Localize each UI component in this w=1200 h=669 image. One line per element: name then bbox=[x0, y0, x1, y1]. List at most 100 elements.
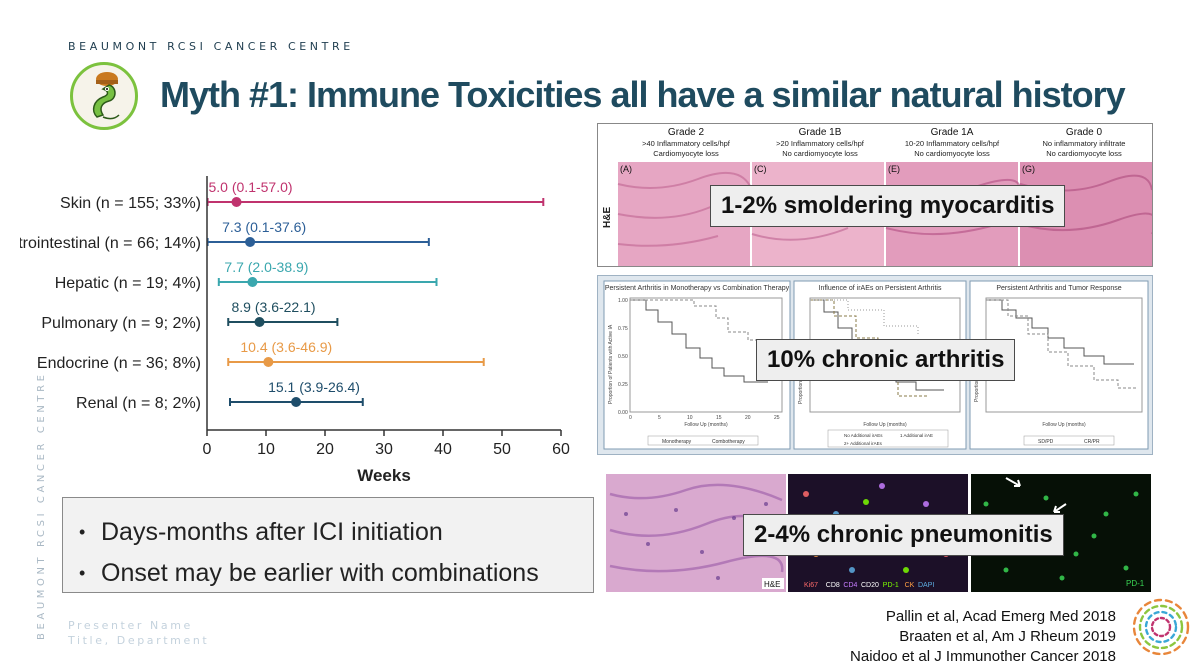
row-label: Pulmonary (n = 9; 2%) bbox=[41, 315, 201, 332]
ihc-marker-label: CK bbox=[905, 582, 915, 589]
he-side-label: H&E bbox=[602, 207, 613, 228]
panel-letter: (A) bbox=[620, 164, 632, 174]
bullet-text: Onset may be earlier with combinations bbox=[101, 559, 539, 587]
forest-plot: Skin (n = 155; 33%) 5.0 (0.1-57.0) Gastroi… bbox=[20, 176, 570, 485]
km-y-label: Proportion of Patients with Active IA bbox=[608, 324, 614, 404]
median-ci-label: 15.1 (3.9-26.4) bbox=[268, 379, 360, 395]
y-tick-label: 0.75 bbox=[618, 326, 628, 332]
km-x-label: Follow Up (months) bbox=[1042, 422, 1086, 428]
row-label: Hepatic (n = 19; 4%) bbox=[55, 275, 201, 292]
y-tick-label: 0.25 bbox=[618, 382, 628, 388]
bullet-item: • Days-months after ICI initiation bbox=[79, 518, 443, 546]
legend-entry: CR/PR bbox=[1084, 439, 1100, 445]
ihc-marker-label: DAPI bbox=[918, 582, 934, 589]
km-plot-title: Persistent Arthritis and Tumor Response bbox=[996, 285, 1121, 292]
legend-entry: 2+ Additional irAEs bbox=[844, 441, 883, 446]
references: Pallin et al, Acad Emerg Med 2018 Braate… bbox=[850, 607, 1116, 667]
median-point bbox=[263, 357, 274, 367]
grade-title: Grade 1A bbox=[931, 127, 974, 138]
grade-desc: 10-20 Inflammatory cells/hpf bbox=[905, 139, 1000, 148]
legend-entry: 1 Additional irAE bbox=[900, 433, 933, 438]
key-points-box: • Days-months after ICI initiation • Onset… bbox=[62, 497, 594, 593]
median-point bbox=[247, 277, 258, 287]
forest-row: Skin (n = 155; 33%) 5.0 (0.1-57.0) bbox=[60, 179, 545, 212]
median-point bbox=[291, 397, 302, 407]
x-tick-label: 10 bbox=[257, 441, 275, 458]
grade-column: Grade 1B >20 Inflammatory cells/hpf No c… bbox=[776, 127, 865, 158]
grade-title: Grade 0 bbox=[1066, 127, 1103, 138]
legend-entry: Monotherapy bbox=[662, 439, 692, 445]
arrow-icon bbox=[1005, 477, 1021, 487]
median-ci-label: 7.3 (0.1-37.6) bbox=[222, 219, 306, 235]
x-tick-label: 40 bbox=[434, 441, 452, 458]
reference-item: Naidoo et al J Immunother Cancer 2018 bbox=[850, 648, 1116, 665]
x-tick-label: 20 bbox=[745, 415, 751, 421]
grade-desc: Cardiomyocyte loss bbox=[653, 149, 719, 158]
ihc-marker-label: PD-1 bbox=[883, 582, 899, 589]
forest-row: Endocrine (n = 36; 8%) 10.4 (3.6-46.9) bbox=[37, 339, 485, 372]
x-tick-label: 20 bbox=[316, 441, 334, 458]
ihc-marker-label: CD20 bbox=[861, 582, 879, 589]
y-tick-label: 0.00 bbox=[618, 410, 628, 416]
grade-column: Grade 1A 10-20 Inflammatory cells/hpf No… bbox=[905, 127, 1000, 158]
grade-desc: No cardiomyocyte loss bbox=[1046, 149, 1122, 158]
grade-title: Grade 1B bbox=[799, 127, 842, 138]
snake-mascot-logo bbox=[70, 62, 138, 130]
grade-title: Grade 2 bbox=[668, 127, 705, 138]
ihc-marker-label: CD4 bbox=[843, 582, 857, 589]
row-label: Renal (n = 8; 2%) bbox=[76, 395, 201, 412]
forest-row: Gastrointestinal (n = 66; 14%) 7.3 (0.1-3… bbox=[20, 219, 430, 252]
x-tick-label: 30 bbox=[375, 441, 393, 458]
reference-item: Pallin et al, Acad Emerg Med 2018 bbox=[885, 608, 1116, 625]
panel-letter: (G) bbox=[1022, 164, 1035, 174]
reference-item: Braaten et al, Am J Rheum 2019 bbox=[899, 628, 1116, 645]
forest-row: Hepatic (n = 19; 4%) 7.7 (2.0-38.9) bbox=[55, 259, 438, 292]
y-tick-label: 0.50 bbox=[618, 354, 628, 360]
km-x-label: Follow Up (months) bbox=[684, 422, 728, 428]
cancer-centre-swirl-logo bbox=[1132, 598, 1190, 656]
median-point bbox=[254, 317, 265, 327]
forest-row: Pulmonary (n = 9; 2%) 8.9 (3.6-22.1) bbox=[41, 299, 339, 332]
median-point bbox=[231, 197, 242, 207]
median-ci-label: 10.4 (3.6-46.9) bbox=[240, 339, 332, 355]
presenter-info: Presenter Name Title, Department bbox=[68, 618, 209, 648]
x-tick-label: 60 bbox=[552, 441, 570, 458]
arthritis-callout: 10% chronic arthritis bbox=[756, 339, 1016, 381]
km-y-ticks: 1.00 0.75 0.50 0.25 0.00 bbox=[618, 298, 628, 416]
arrow-icon bbox=[1053, 503, 1067, 513]
he-label: H&E bbox=[764, 580, 780, 589]
row-label: Endocrine (n = 36; 8%) bbox=[37, 355, 201, 372]
bullet-text: Days-months after ICI initiation bbox=[101, 518, 443, 546]
slide-title: Myth #1: Immune Toxicities all have a si… bbox=[160, 74, 1126, 115]
median-ci-label: 5.0 (0.1-57.0) bbox=[209, 179, 293, 195]
x-tick-label: 10 bbox=[687, 415, 693, 421]
row-label: Gastrointestinal (n = 66; 14%) bbox=[20, 235, 201, 252]
row-label: Skin (n = 155; 33%) bbox=[60, 195, 201, 212]
km-plot-title: Persistent Arthritis in Monotherapy vs C… bbox=[605, 285, 790, 292]
grade-desc: >40 Inflammatory cells/hpf bbox=[642, 139, 731, 148]
legend-entry: SD/PD bbox=[1038, 439, 1054, 445]
median-ci-label: 8.9 (3.6-22.1) bbox=[232, 299, 316, 315]
bullet-item: • Onset may be earlier with combinations bbox=[79, 559, 539, 587]
grade-column: Grade 0 No inflammatory infiltrate No ca… bbox=[1043, 127, 1126, 158]
grade-desc: No cardiomyocyte loss bbox=[782, 149, 858, 158]
grade-desc: >20 Inflammatory cells/hpf bbox=[776, 139, 865, 148]
grade-column: Grade 2 >40 Inflammatory cells/hpf Cardi… bbox=[642, 127, 731, 158]
pd1-label: PD-1 bbox=[1126, 579, 1145, 588]
myocarditis-callout: 1-2% smoldering myocarditis bbox=[710, 185, 1066, 227]
grade-desc: No inflammatory infiltrate bbox=[1043, 139, 1126, 148]
presenter-title: Title, Department bbox=[68, 634, 210, 647]
x-axis-label: Weeks bbox=[357, 466, 411, 485]
x-tick-label: 25 bbox=[774, 415, 780, 421]
org-header: BEAUMONT RCSI CANCER CENTRE bbox=[68, 40, 354, 53]
x-tick-label: 50 bbox=[493, 441, 511, 458]
median-point bbox=[245, 237, 256, 247]
x-tick-label: 0 bbox=[203, 441, 212, 458]
km-x-label: Follow Up (months) bbox=[863, 422, 907, 428]
x-tick-label: 5 bbox=[658, 415, 661, 421]
km-x-ticks: 0 5 10 15 20 25 bbox=[629, 415, 780, 421]
x-tick-label: 0 bbox=[629, 415, 632, 421]
y-tick-label: 1.00 bbox=[618, 298, 628, 304]
legend-entry: Combotherapy bbox=[712, 439, 745, 445]
panel-letter: (C) bbox=[754, 164, 767, 174]
